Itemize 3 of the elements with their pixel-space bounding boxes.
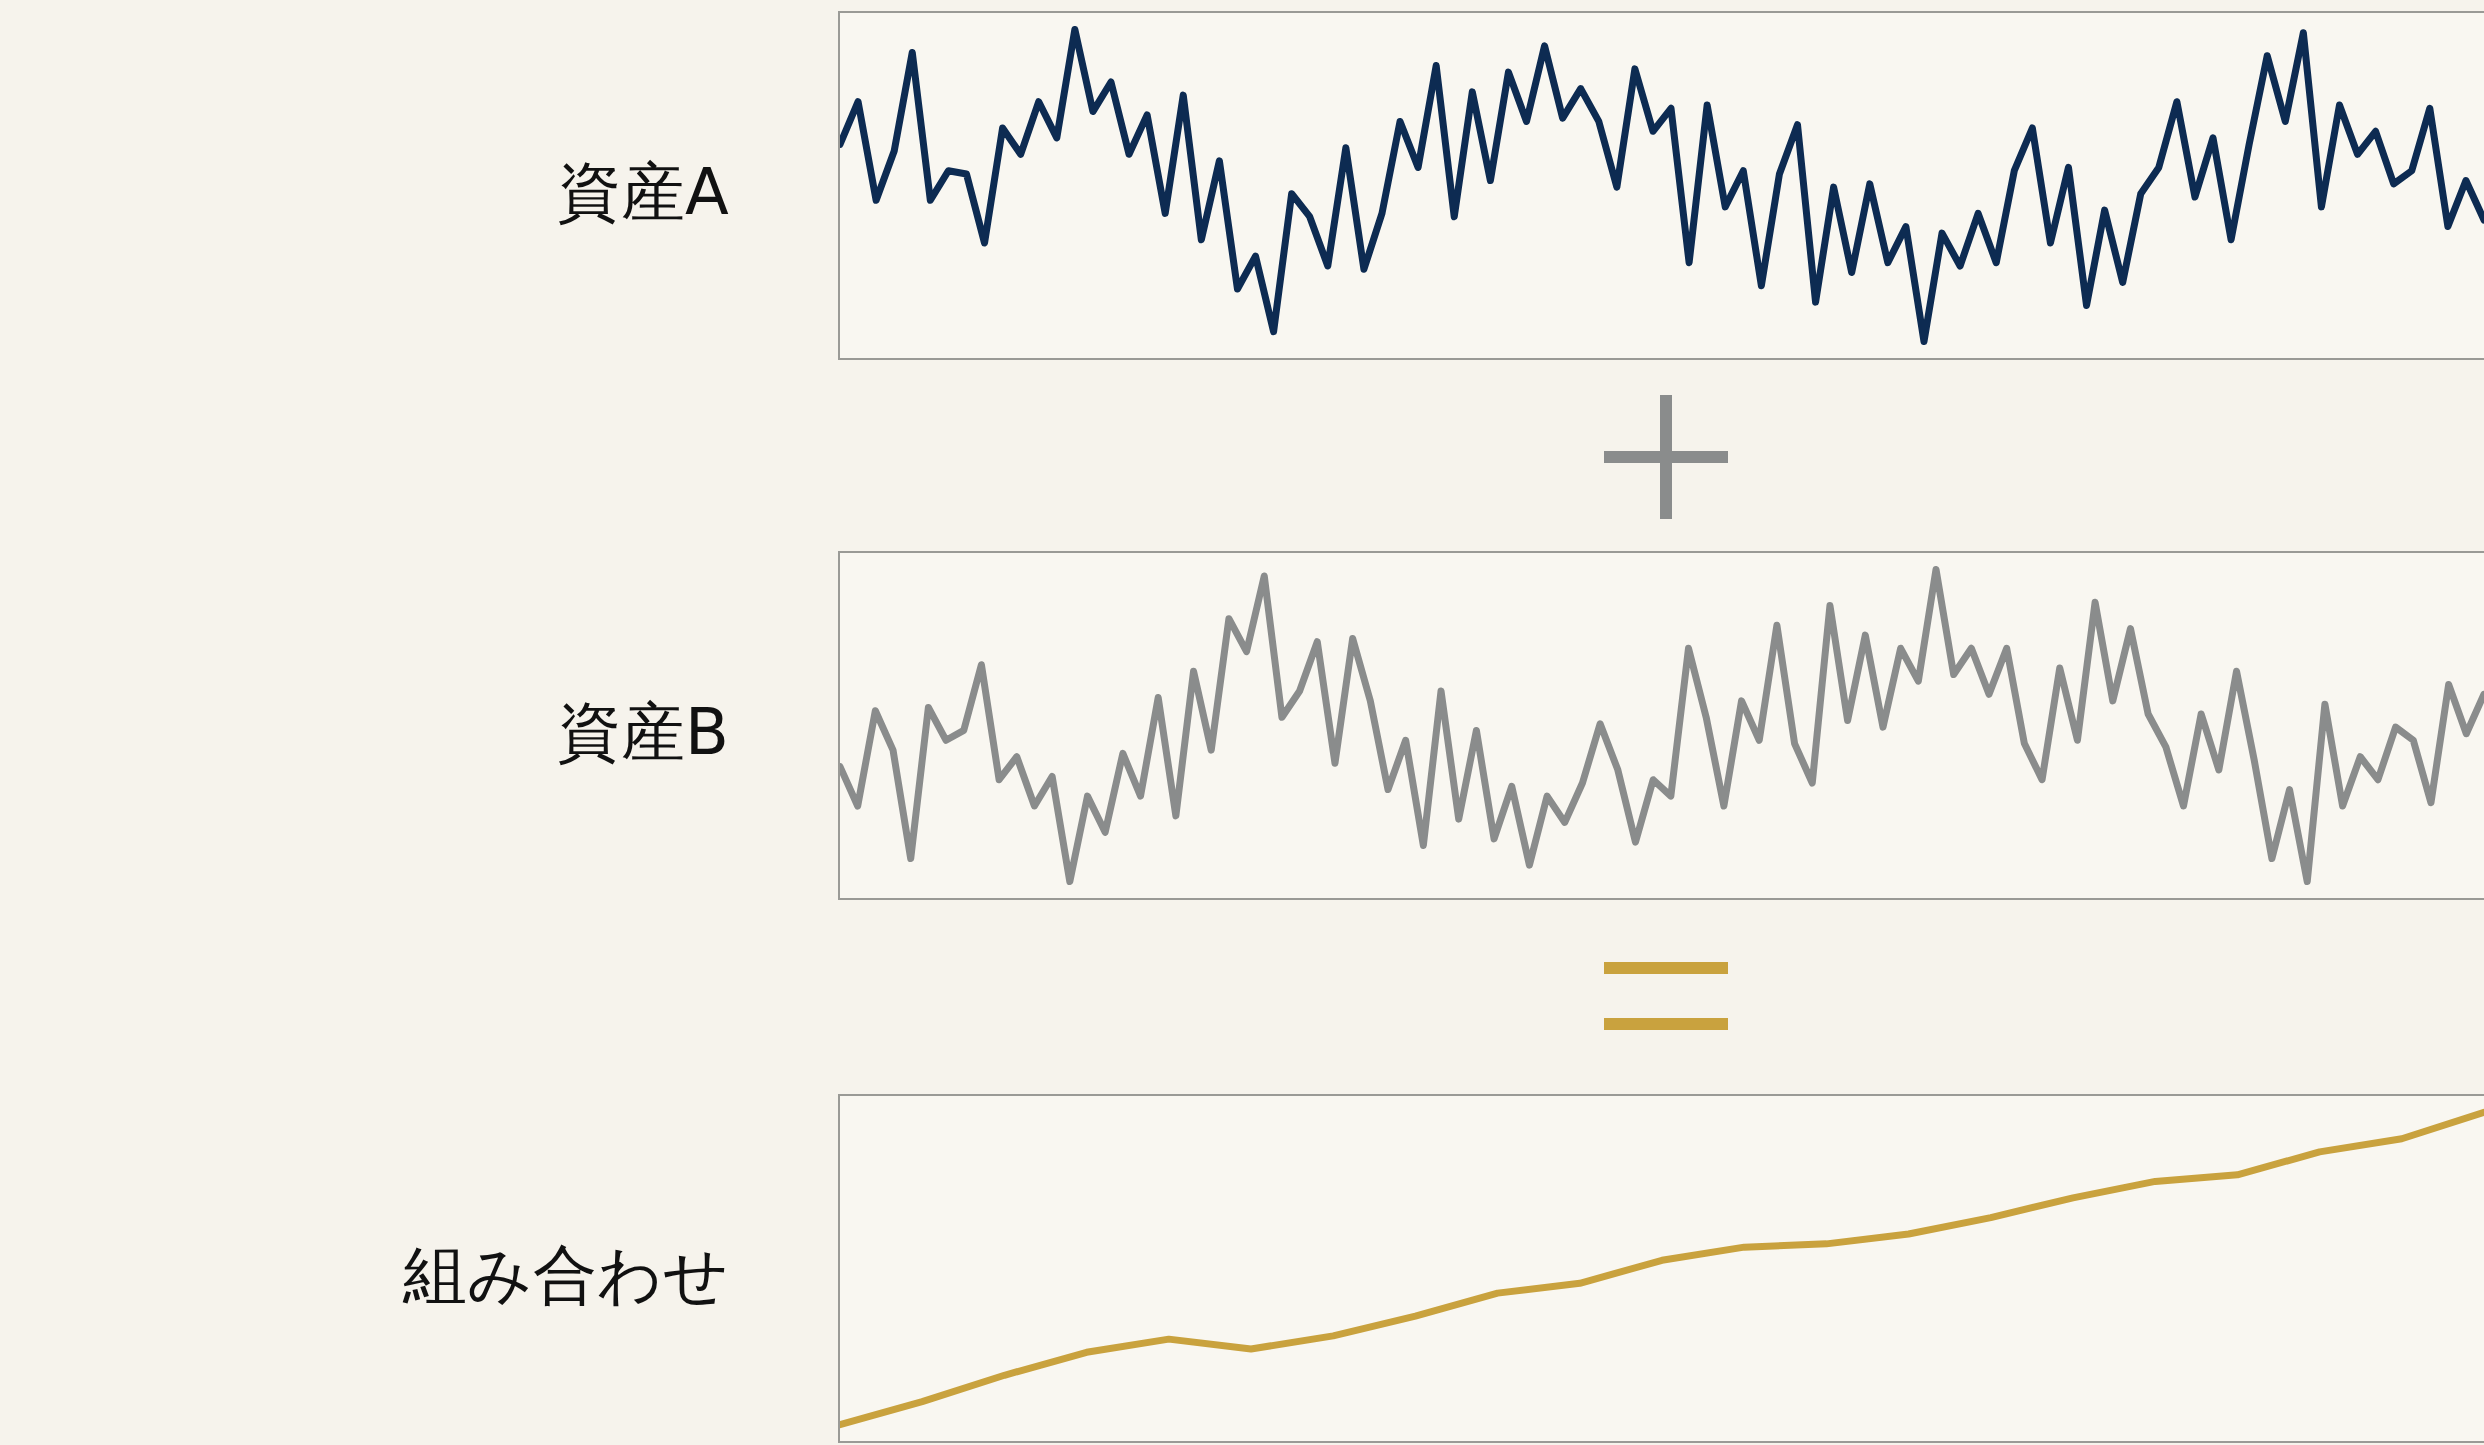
y-axis-title: 資産A — [557, 155, 729, 229]
y-axis-title: 資産B — [557, 695, 729, 769]
y-axis-title: 組み合わせ — [402, 1238, 729, 1312]
